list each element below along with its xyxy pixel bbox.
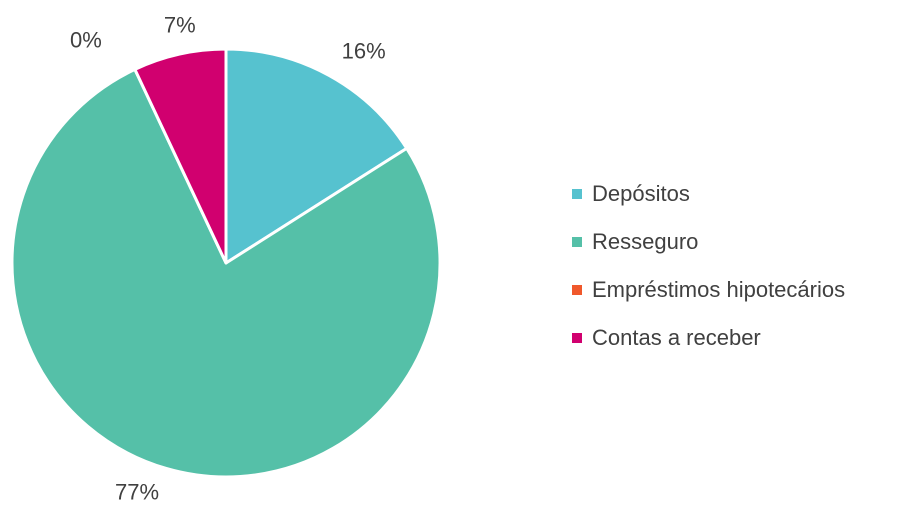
legend-label-contas-a-receber: Contas a receber	[592, 325, 761, 350]
data-label-contas-a-receber: 7%	[164, 13, 196, 38]
legend-item-depositos: Depósitos	[572, 170, 845, 218]
legend-item-emprestimos-hipotecarios: Empréstimos hipotecários	[572, 266, 845, 314]
pie-slice-contas-a-receber	[133, 47, 228, 265]
data-label-resseguro: 77%	[115, 479, 159, 504]
legend-swatch-resseguro	[572, 237, 582, 247]
chart-legend: Depósitos Resseguro Empréstimos hipotecá…	[572, 170, 845, 362]
pie-slice-resseguro	[10, 67, 442, 479]
legend-swatch-contas-a-receber	[572, 333, 582, 343]
legend-item-contas-a-receber: Contas a receber	[572, 314, 845, 362]
legend-item-resseguro: Resseguro	[572, 218, 845, 266]
legend-swatch-depositos	[572, 189, 582, 199]
legend-label-emprestimos-hipotecarios: Empréstimos hipotecários	[592, 277, 846, 302]
legend-label-depositos: Depósitos	[592, 181, 690, 206]
legend-swatch-emprestimos-hipotecarios	[572, 285, 582, 295]
pie-chart: 16% 77% 0% 7%	[10, 13, 442, 504]
data-label-emprestimos-hipotecarios: 0%	[70, 28, 102, 53]
pie-slice-depositos	[224, 47, 409, 265]
legend-label-resseguro: Resseguro	[592, 229, 699, 254]
data-label-depositos: 16%	[342, 38, 386, 63]
